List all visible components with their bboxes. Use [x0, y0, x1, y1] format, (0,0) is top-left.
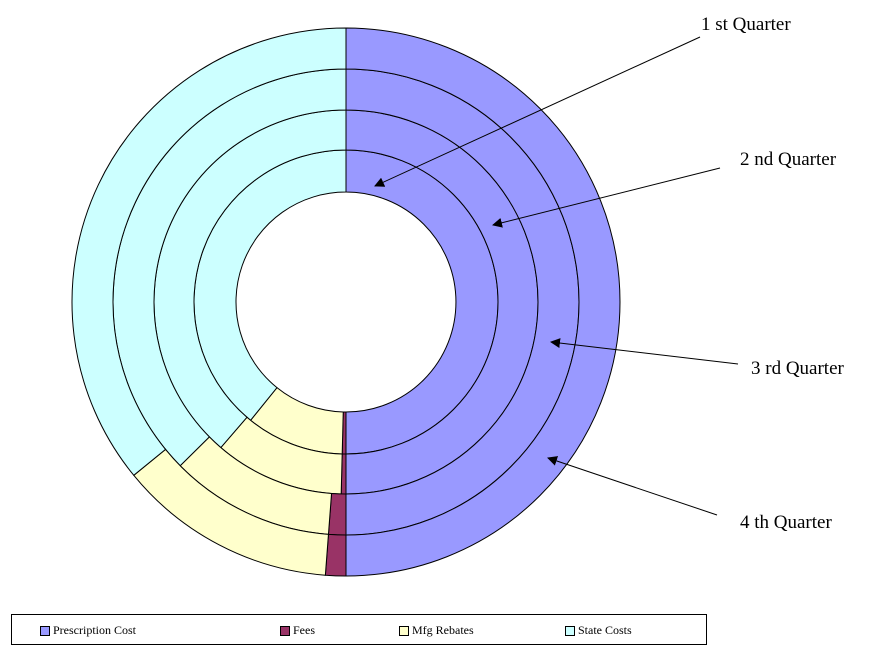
donut-rings — [71, 27, 621, 577]
legend-label-fees: Fees — [293, 623, 315, 637]
legend-item-fees: Fees — [280, 623, 315, 638]
legend-item-prescription-cost: Prescription Cost — [40, 623, 136, 638]
legend-swatch-mfg-rebates — [399, 625, 409, 636]
arrow-3-rd-quarter — [550, 338, 739, 365]
legend-label-prescription-cost: Prescription Cost — [53, 623, 136, 637]
ring-4-segment-prescription-cost — [345, 27, 621, 577]
ring-label-4-th-quarter: 4 th Quarter — [740, 512, 832, 533]
arrow-1-st-quarter — [374, 36, 701, 187]
ring-4-segment-state-costs — [71, 27, 347, 477]
arrow-4-th-quarter — [547, 456, 718, 516]
ring-label-2-nd-quarter: 2 nd Quarter — [740, 149, 837, 170]
legend-label-mfg-rebates: Mfg Rebates — [412, 623, 474, 637]
chart-legend: Prescription Cost Fees Mfg Rebates State… — [11, 614, 707, 645]
legend-swatch-state-costs — [565, 625, 575, 636]
legend-label-state-costs: State Costs — [578, 623, 632, 637]
legend-swatch-fees — [280, 625, 290, 636]
ring-label-3-rd-quarter: 3 rd Quarter — [751, 358, 845, 379]
legend-item-state-costs: State Costs — [565, 623, 632, 638]
legend-swatch-prescription-cost — [40, 625, 50, 636]
ring-labels: 1 st Quarter 2 nd Quarter 3 rd Quarter 4 th… — [701, 14, 845, 533]
ring-label-arrows — [374, 36, 739, 516]
legend-item-mfg-rebates: Mfg Rebates — [399, 623, 474, 638]
arrow-2-nd-quarter — [492, 167, 721, 228]
ring-label-1-st-quarter: 1 st Quarter — [701, 14, 791, 35]
